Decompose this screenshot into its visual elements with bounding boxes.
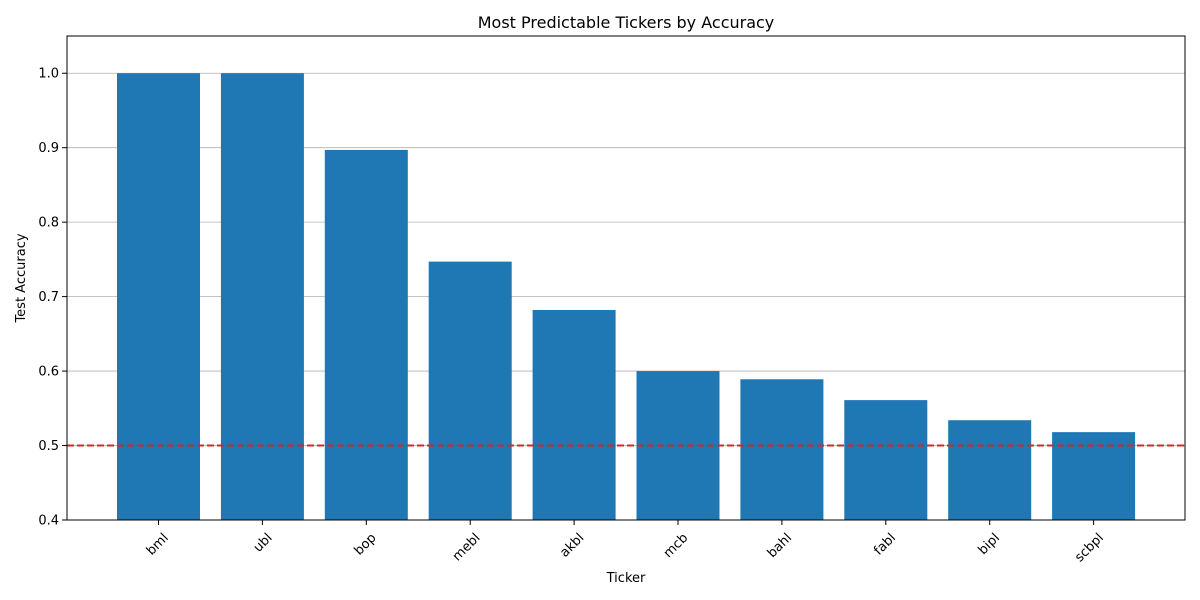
x-tick-label: ubl [251,531,276,556]
bar-bahl [740,379,824,520]
bar-bml [117,73,200,520]
y-tick-label: 0.9 [38,141,59,156]
x-tick-label: bipl [976,531,1003,558]
x-tick-label: bahl [765,531,795,561]
x-axis: bml ubl bop mebl akbl mcb bahl fabl bipl scbpl [144,520,1107,565]
y-tick-label: 0.6 [38,365,59,380]
bar-akbl [532,310,616,520]
bar-mebl [428,261,512,520]
x-tick-label: akbl [557,531,587,561]
y-tick-label: 1.0 [38,67,59,82]
x-tick-label: bml [144,531,172,559]
x-tick-label: fabl [871,531,899,559]
y-tick-label: 0.5 [38,439,59,454]
bar-ubl [220,73,304,520]
bar-bipl [948,420,1032,520]
plot-frame [66,35,1186,521]
bar-bop [324,149,408,520]
y-axis-title: Test Accuracy [14,233,29,323]
y-tick-label: 0.7 [38,290,59,305]
x-tick-label: bop [352,531,380,559]
bar-fabl [844,400,928,520]
y-axis: 0.4 0.5 0.6 0.7 0.8 0.9 1.0 [38,67,67,529]
chart-title: Most Predictable Tickers by Accuracy [478,13,775,32]
x-tick-label: mebl [450,531,484,565]
y-tick-label: 0.8 [38,216,59,231]
x-axis-title: Ticker [606,571,646,586]
bar-scbpl [1052,432,1136,520]
x-tick-label: scbpl [1072,531,1107,566]
x-tick-label: mcb [661,531,691,561]
y-tick-label: 0.4 [38,514,59,529]
